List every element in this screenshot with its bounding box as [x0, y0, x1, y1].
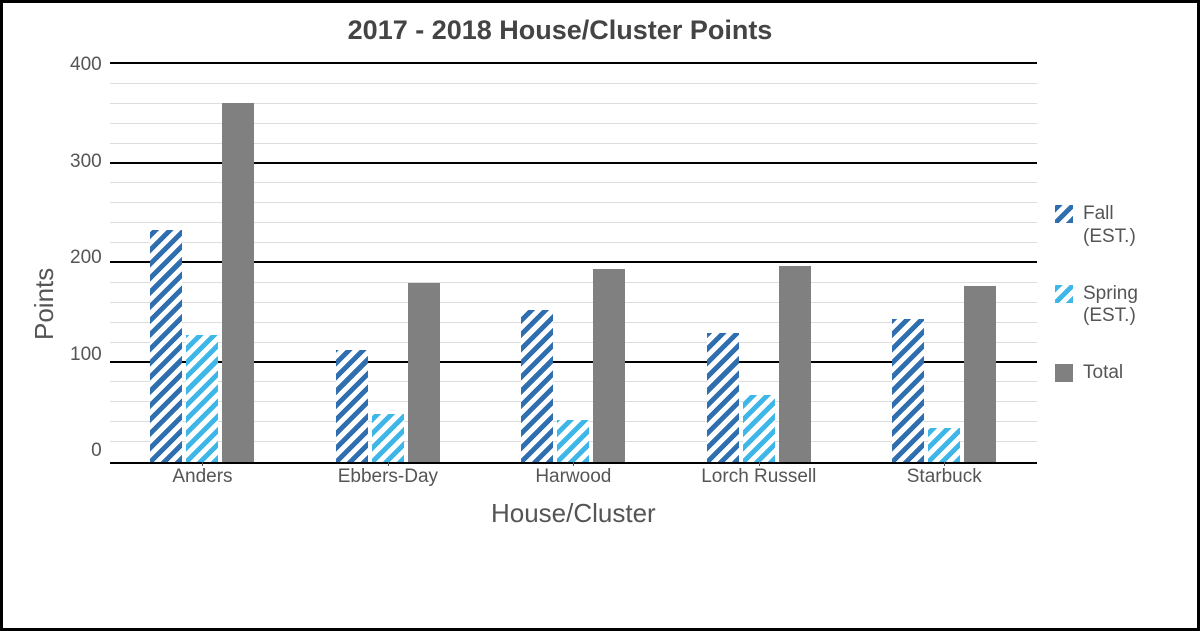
- bar-cluster: [852, 64, 1037, 462]
- bar-cluster: [295, 64, 480, 462]
- bar-cluster: [666, 64, 851, 462]
- legend-label: Total: [1083, 362, 1123, 385]
- bar: [593, 269, 625, 462]
- x-category-label: Starbuck: [852, 466, 1037, 488]
- x-category-label: Lorch Russell: [666, 466, 851, 488]
- bar: [892, 319, 924, 462]
- legend-label: Spring (EST.): [1083, 283, 1138, 329]
- chart-container: Points 4003002001000 AndersEbbers-DayHar…: [23, 64, 1177, 584]
- y-axis-label: Points: [23, 24, 66, 584]
- chart-title: 2017 - 2018 House/Cluster Points: [0, 15, 1177, 46]
- bar: [557, 420, 589, 462]
- bar: [928, 428, 960, 462]
- legend-item: Total: [1055, 362, 1177, 385]
- y-tick-label: 0: [70, 440, 102, 462]
- x-category-label: Harwood: [481, 466, 666, 488]
- bar: [521, 310, 553, 462]
- legend-label: Fall (EST.): [1083, 203, 1136, 249]
- legend-item: Fall (EST.): [1055, 203, 1177, 249]
- bars-layer: [110, 64, 1037, 462]
- y-tick-label: 400: [70, 54, 102, 76]
- legend-item: Spring (EST.): [1055, 283, 1177, 329]
- legend-swatch: [1055, 205, 1073, 223]
- bar: [743, 395, 775, 462]
- bar: [222, 103, 254, 462]
- bar-cluster: [110, 64, 295, 462]
- bar: [707, 333, 739, 462]
- bar-cluster: [481, 64, 666, 462]
- bar: [186, 335, 218, 462]
- legend-swatch: [1055, 364, 1073, 382]
- y-tick-label: 200: [70, 247, 102, 269]
- x-category-label: Ebbers-Day: [295, 466, 480, 488]
- bar: [408, 283, 440, 462]
- bar: [779, 266, 811, 462]
- bar: [372, 414, 404, 462]
- legend: Fall (EST.) Spring (EST.) Total: [1037, 4, 1177, 584]
- plot-area: AndersEbbers-DayHarwoodLorch RussellStar…: [110, 64, 1037, 464]
- bar: [150, 230, 182, 462]
- bar: [964, 286, 996, 462]
- legend-swatch: [1055, 285, 1073, 303]
- x-axis-categories: AndersEbbers-DayHarwoodLorch RussellStar…: [110, 462, 1037, 488]
- bar: [336, 350, 368, 462]
- y-axis-ticks: 400 300 200 100 0: [66, 54, 110, 462]
- y-tick-label: 300: [70, 151, 102, 173]
- y-tick-label: 100: [70, 344, 102, 366]
- x-axis-label: House/Cluster: [110, 498, 1037, 529]
- x-category-label: Anders: [110, 466, 295, 488]
